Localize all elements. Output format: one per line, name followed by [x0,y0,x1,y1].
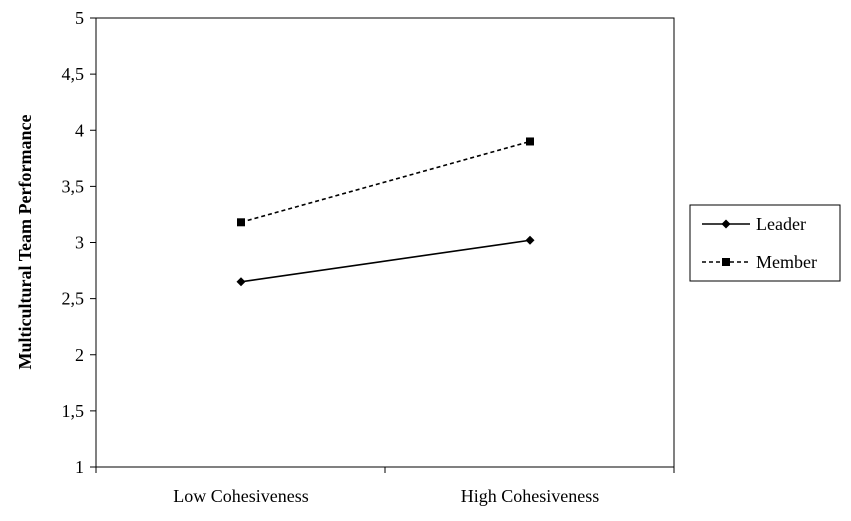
series-line [240,239,531,283]
y-tick-label: 1 [75,457,84,477]
series-layer [236,137,535,287]
y-tick-label: 2 [75,345,84,365]
legend-item-member: Member [702,252,817,272]
y-axis-label: Multicultural Team Performance [15,115,35,370]
legend-label: Member [756,252,817,272]
legend-swatch-marker [721,219,731,229]
series-member [237,137,534,227]
y-tick-label: 2,5 [62,289,85,309]
series-line [240,140,531,224]
x-category-label: High Cohesiveness [461,486,600,506]
plot-area [95,17,675,468]
y-tick-label: 1,5 [62,401,85,421]
y-tick-label: 4,5 [62,64,85,84]
legend-swatch-marker [722,258,730,266]
legend: Leader Member [689,204,841,282]
x-category-label: Low Cohesiveness [173,486,308,506]
legend-label: Leader [756,214,806,234]
data-point [526,137,534,146]
y-axis: 1 1,5 2 2,5 3 3,5 4 4,5 5 [62,8,96,477]
series-leader [236,235,535,287]
legend-box [689,204,841,282]
y-tick-label: 3 [75,233,84,253]
data-point [525,235,535,245]
y-tick-label: 4 [75,120,84,140]
y-tick-label: 5 [75,8,84,28]
x-axis: Low Cohesiveness High Cohesiveness [95,467,675,506]
data-point [236,277,246,287]
data-point [237,218,245,227]
y-tick-label: 3,5 [62,176,85,196]
legend-item-leader: Leader [702,214,806,234]
